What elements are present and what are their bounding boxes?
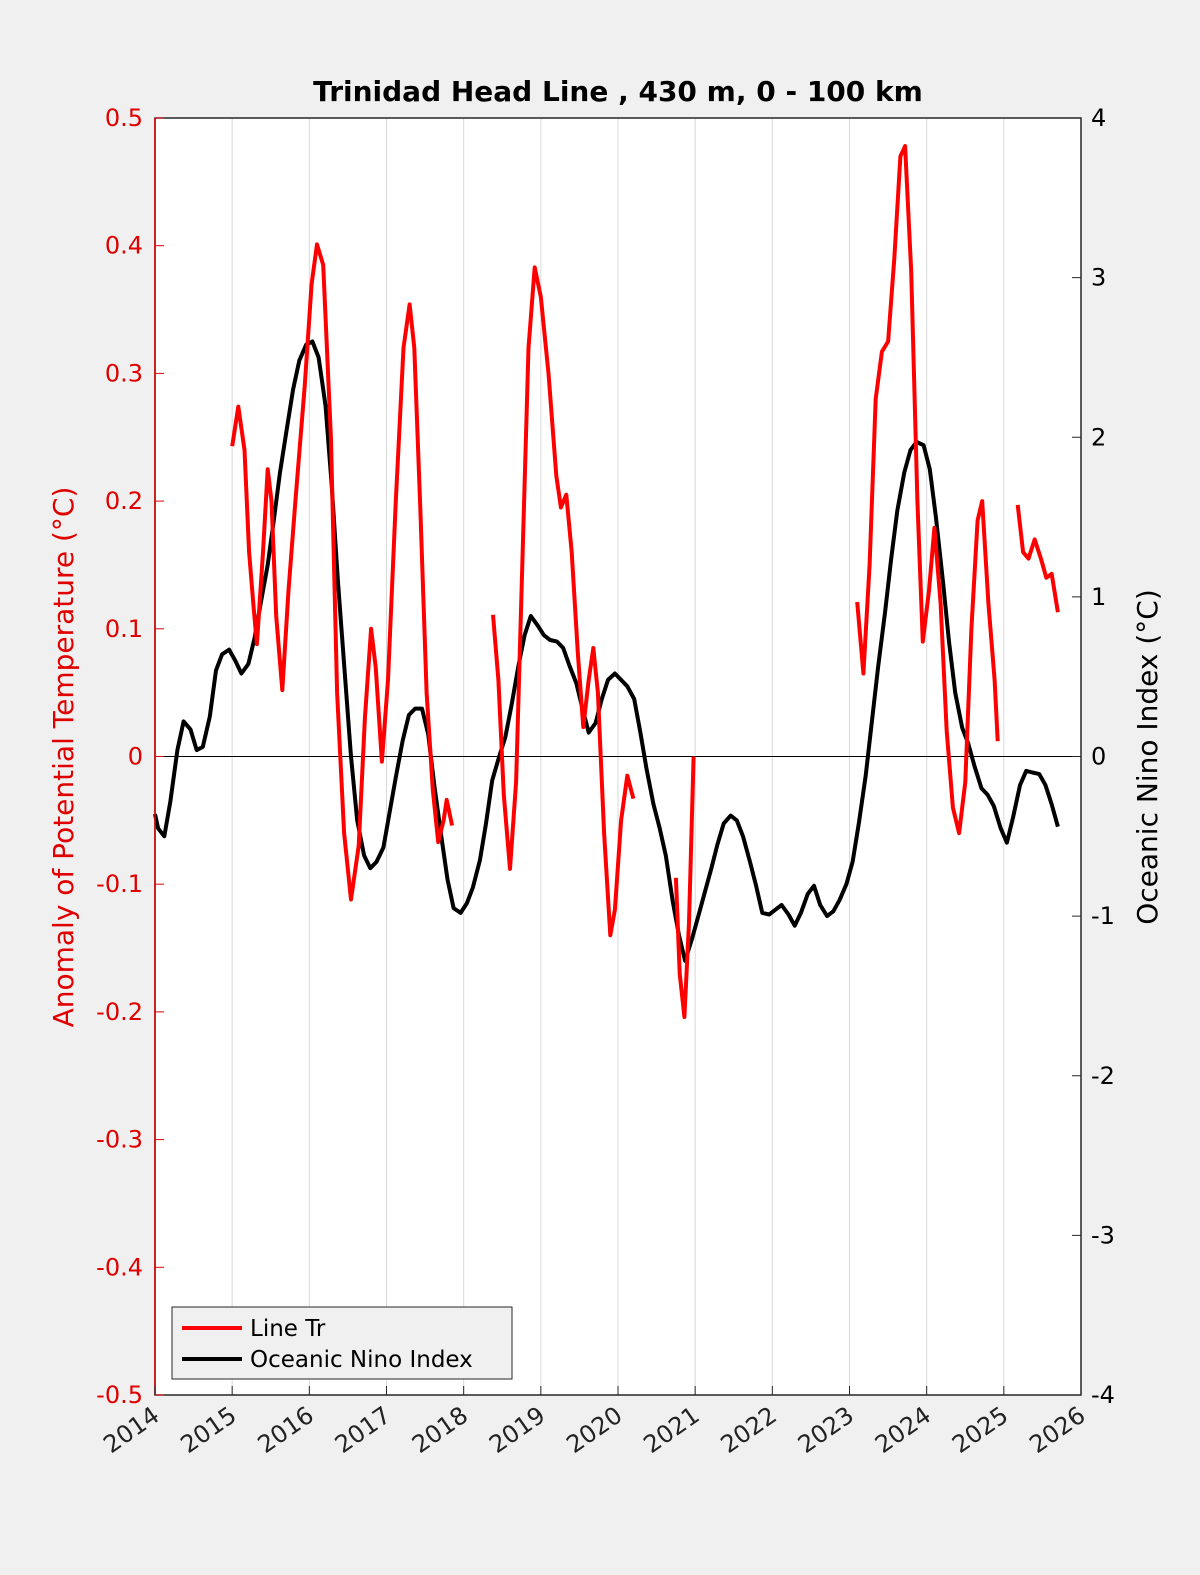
x-axis: 2014 2015 2016 2017 2018 2019 2020 2021 2022 2023…: [98, 1386, 1090, 1459]
x-tick-label: 2024: [870, 1401, 936, 1459]
series-line-tr-segment-3: [855, 144, 1000, 836]
x-tick-label: 2021: [639, 1401, 705, 1459]
left-tick-label: 0.1: [105, 615, 143, 643]
series-line-tr-segment-1: [491, 265, 636, 938]
right-tick-label: -2: [1091, 1062, 1115, 1090]
x-tick-label: 2014: [98, 1401, 164, 1459]
x-tick-label: 2026: [1024, 1401, 1090, 1459]
series-line-tr-segment-4: [1015, 504, 1060, 613]
left-tick-label: 0.5: [105, 104, 143, 132]
x-tick-label: 2019: [484, 1401, 550, 1459]
right-tick-label: 2: [1091, 423, 1106, 451]
left-tick-label: -0.1: [96, 870, 143, 898]
right-tick-label: 0: [1091, 743, 1106, 771]
right-tick-label: -4: [1091, 1381, 1115, 1409]
left-tick-label: 0.2: [105, 487, 143, 515]
right-y-axis: 4 3 2 1 0 -1 -2 -3 -4: [1072, 104, 1115, 1409]
right-tick-label: 4: [1091, 104, 1106, 132]
x-tick-label: 2022: [716, 1401, 782, 1459]
x-tick-label: 2023: [793, 1401, 859, 1459]
right-tick-label: -3: [1091, 1221, 1115, 1249]
right-axis-label: Oceanic Nino Index (°C): [1131, 589, 1164, 925]
series-line-tr-segment-2: [673, 756, 696, 1019]
left-tick-label: -0.2: [96, 998, 143, 1026]
right-tick-label: -1: [1091, 902, 1115, 930]
x-tick-label: 2025: [947, 1401, 1013, 1459]
right-tick-label: 1: [1091, 583, 1106, 611]
x-tick-label: 2015: [176, 1401, 242, 1459]
legend-label-line-tr: Line Tr: [250, 1316, 326, 1342]
right-tick-label: 3: [1091, 264, 1106, 292]
left-y-axis: 0.5 0.4 0.3 0.2 0.1 0 -0.1 -0.2 -0.3 -0.4 -0.5: [96, 104, 164, 1409]
left-tick-label: -0.4: [96, 1253, 143, 1281]
left-axis-label: Anomaly of Potential Temperature (°C): [47, 487, 80, 1028]
series-group: [153, 144, 1060, 1019]
legend-label-oni: Oceanic Nino Index: [250, 1347, 473, 1373]
x-tick-label: 2016: [253, 1401, 319, 1459]
legend: Line Tr Oceanic Nino Index: [171, 1306, 513, 1380]
series-line-tr-segment-0: [230, 242, 455, 902]
legend-box: [171, 1306, 513, 1380]
left-tick-label: -0.3: [96, 1126, 143, 1154]
left-tick-label: 0: [128, 743, 143, 771]
left-tick-label: 0.4: [105, 232, 143, 260]
series-oceanic-nino-index-segment-0: [153, 339, 1060, 963]
x-tick-label: 2018: [407, 1401, 473, 1459]
left-tick-label: -0.5: [96, 1381, 143, 1409]
chart-title: Trinidad Head Line , 430 m, 0 - 100 km: [313, 75, 923, 108]
x-tick-label: 2020: [561, 1401, 627, 1459]
x-tick-label: 2017: [330, 1401, 396, 1459]
left-tick-label: 0.3: [105, 359, 143, 387]
